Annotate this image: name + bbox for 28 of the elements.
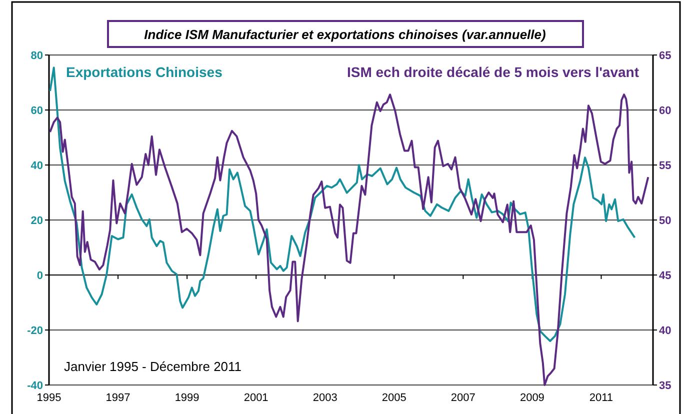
y-tick-label: 0 bbox=[36, 270, 43, 282]
series-label: Exportations Chinoises bbox=[66, 64, 223, 80]
x-tick-label: 1999 bbox=[174, 392, 200, 404]
x-tick-label: 2011 bbox=[589, 392, 614, 404]
x-tick-label: 2007 bbox=[450, 392, 476, 404]
y-tick-label: 40 bbox=[30, 160, 43, 172]
y2-tick-label: 50 bbox=[659, 215, 672, 227]
y-tick-label: 20 bbox=[30, 215, 43, 227]
y2-tick-label: 65 bbox=[659, 50, 672, 62]
x-tick-label: 2009 bbox=[520, 392, 544, 404]
x-tick-label: 2001 bbox=[244, 392, 268, 404]
y-tick-label: -20 bbox=[27, 325, 43, 337]
y-tick-label: -40 bbox=[27, 380, 43, 392]
y2-tick-label: 60 bbox=[659, 105, 672, 117]
y-tick-label: 80 bbox=[30, 50, 43, 62]
y2-tick-label: 55 bbox=[659, 160, 672, 172]
annotation: Janvier 1995 - Décembre 2011 bbox=[64, 359, 242, 374]
y2-tick-label: 45 bbox=[659, 270, 672, 282]
y2-tick-label: 35 bbox=[659, 380, 672, 392]
y-tick-label: 60 bbox=[30, 105, 43, 117]
line-series bbox=[49, 94, 650, 386]
series-label: ISM ech droite décalé de 5 mois vers l'avant bbox=[346, 64, 640, 80]
x-tick-label: 1997 bbox=[106, 392, 130, 404]
x-tick-label: 1995 bbox=[36, 392, 62, 404]
chart-title: Indice ISM Manufacturier et exportations chinoises (var.annuelle) bbox=[144, 27, 546, 42]
y2-tick-label: 40 bbox=[659, 325, 672, 337]
x-tick-label: 2003 bbox=[312, 392, 338, 404]
x-tick-label: 2005 bbox=[382, 392, 406, 404]
